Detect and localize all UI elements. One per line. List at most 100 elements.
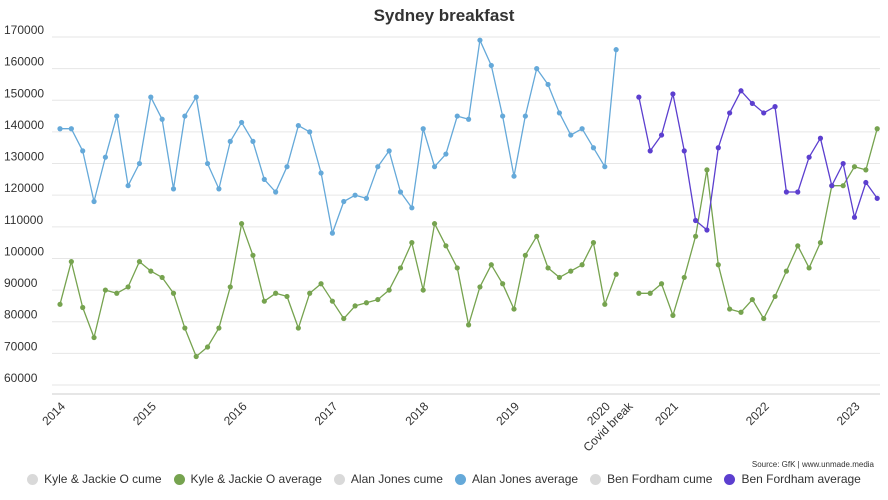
y-tick-label: 170000: [4, 23, 44, 37]
ben-fordham-average-line: [638, 90, 878, 231]
kyle-jackie-o-average-point: [250, 252, 256, 258]
ben-fordham-average-point: [647, 148, 653, 154]
ben-fordham-average-point: [681, 148, 687, 154]
alan-jones-average-point: [193, 94, 199, 100]
legend-item-alan-jones-cume[interactable]: Alan Jones cume: [333, 472, 443, 486]
alan-jones-average-point: [68, 126, 74, 132]
kyle-jackie-o-average-point: [488, 262, 494, 268]
alan-jones-average-point: [318, 170, 324, 176]
kyle-jackie-o-average-point: [783, 268, 790, 274]
kyle-jackie-o-average-point: [227, 284, 233, 290]
kyle-jackie-o-average-point: [136, 259, 143, 265]
y-tick-label: 90000: [4, 276, 38, 290]
legend-item-alan-jones-average[interactable]: Alan Jones average: [454, 472, 578, 486]
legend-marker-icon: [27, 473, 39, 485]
ben-fordham-average-point: [851, 214, 858, 220]
alan-jones-average-point: [522, 113, 528, 119]
alan-jones-average-point: [204, 160, 211, 167]
kyle-jackie-o-average-point: [102, 287, 108, 293]
alan-jones-average-point: [182, 113, 188, 119]
alan-jones-average-point: [329, 230, 335, 236]
kyle-jackie-o-average-point: [704, 167, 710, 173]
legend-item-kyle-jackie-o-average[interactable]: Kyle & Jackie O average: [173, 472, 322, 486]
legend-marker-icon: [454, 473, 466, 485]
alan-jones-average-point: [397, 189, 404, 195]
kyle-jackie-o-average-point: [466, 322, 472, 328]
legend-item-ben-fordham-cume[interactable]: Ben Fordham cume: [590, 472, 712, 486]
legend-label: Kyle & Jackie O cume: [44, 472, 162, 486]
alan-jones-average-point: [477, 37, 483, 43]
alan-jones-average-point: [250, 138, 256, 144]
series-lines: [57, 37, 880, 360]
legend-item-kyle-jackie-o-cume[interactable]: Kyle & Jackie O cume: [27, 472, 162, 486]
alan-jones-average-point: [488, 62, 494, 69]
kyle-jackie-o-average-point: [307, 290, 313, 296]
kyle-jackie-o-average-point: [522, 252, 528, 258]
y-tick-label: 150000: [4, 86, 44, 100]
ben-fordham-average-point: [783, 189, 790, 195]
kyle-jackie-o-average-point: [579, 262, 585, 268]
alan-jones-average-point: [125, 183, 131, 189]
kyle-jackie-o-average-point: [534, 233, 540, 239]
legend-label: Ben Fordham cume: [607, 472, 713, 486]
kyle-jackie-o-average-point: [863, 167, 869, 173]
x-tick-label: 2014: [39, 399, 68, 428]
ben-fordham-average-point: [874, 195, 880, 201]
gridlines: [52, 36, 880, 395]
kyle-jackie-o-average-point: [114, 290, 120, 296]
kyle-jackie-o-average-point: [874, 126, 880, 132]
legend-label: Kyle & Jackie O average: [190, 472, 322, 486]
alan-jones-average-point: [148, 94, 154, 100]
x-tick-label: 2015: [130, 399, 159, 428]
kyle-jackie-o-average-point: [57, 301, 63, 307]
kyle-jackie-o-average-point: [602, 301, 608, 307]
legend-marker-icon: [333, 473, 345, 485]
y-tick-label: 140000: [4, 118, 44, 132]
ben-fordham-average-point: [636, 94, 642, 100]
ben-fordham-average-point: [863, 179, 869, 186]
alan-jones-average-point: [57, 126, 63, 132]
alan-jones-average-point: [431, 164, 438, 170]
x-tick-label: 2019: [493, 399, 522, 428]
ben-fordham-average-point: [658, 132, 665, 138]
y-tick-label: 60000: [4, 371, 38, 385]
kyle-jackie-o-average-point: [681, 274, 687, 281]
kyle-jackie-o-average-point: [772, 293, 778, 300]
alan-jones-average-point: [102, 154, 108, 160]
kyle-jackie-o-average-point: [613, 271, 619, 277]
alan-jones-average-point: [466, 116, 472, 122]
ben-fordham-average-point: [840, 160, 846, 167]
kyle-jackie-o-average-point: [386, 287, 392, 293]
y-tick-label: 100000: [4, 244, 44, 258]
alan-jones-average-point: [375, 164, 381, 170]
kyle-jackie-o-average-point: [216, 325, 222, 331]
alan-jones-average-point: [227, 138, 233, 144]
kyle-jackie-o-average-point: [749, 296, 755, 303]
alan-jones-average-point: [159, 116, 165, 122]
kyle-jackie-o-average-point: [556, 274, 563, 281]
ben-fordham-average-point: [727, 110, 733, 116]
kyle-jackie-o-average-point: [658, 281, 665, 287]
kyle-jackie-o-average-point: [295, 325, 301, 331]
ben-fordham-average-point: [772, 104, 778, 110]
kyle-jackie-o-average-point: [806, 265, 812, 271]
kyle-jackie-o-average-point: [68, 259, 74, 265]
legend-label: Ben Fordham average: [741, 472, 861, 486]
legend-item-ben-fordham-average[interactable]: Ben Fordham average: [724, 472, 861, 486]
alan-jones-average-point: [613, 47, 619, 53]
alan-jones-average-point: [534, 66, 540, 72]
legend: Kyle & Jackie O cume Kyle & Jackie O aver…: [0, 472, 888, 486]
kyle-jackie-o-average-point: [409, 240, 415, 246]
ben-fordham-average-point: [715, 145, 721, 151]
kyle-jackie-o-average-point: [204, 344, 211, 350]
kyle-jackie-o-average-point: [761, 315, 767, 322]
alan-jones-average-point: [273, 189, 279, 195]
y-tick-label: 120000: [4, 181, 44, 195]
kyle-jackie-o-average-point: [80, 304, 86, 311]
legend-marker-icon: [724, 473, 736, 485]
kyle-jackie-o-average-point: [590, 240, 597, 246]
kyle-jackie-o-average-point: [840, 183, 846, 189]
alan-jones-average-point: [136, 160, 143, 167]
